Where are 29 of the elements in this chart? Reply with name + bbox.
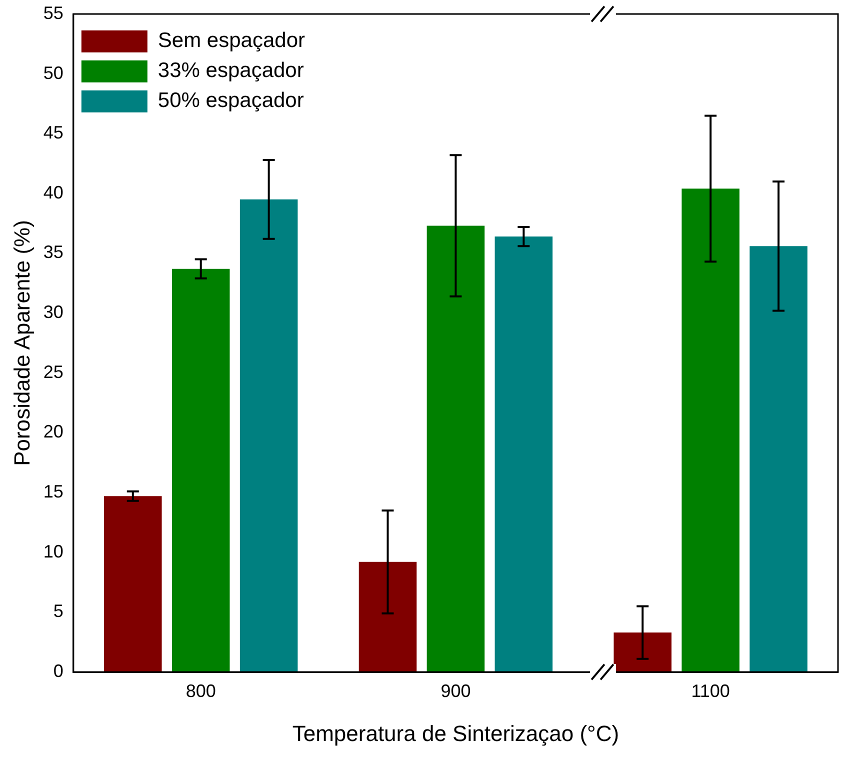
x-tick-label: 900 [440,680,471,701]
y-tick-label: 30 [43,302,64,322]
bar [614,632,672,672]
y-tick-label: 45 [43,122,64,143]
bar [426,226,485,672]
x-tick-label: 800 [186,680,216,701]
bar [494,236,553,672]
legend-label: Sem espaçador [158,29,306,52]
legend-label: 33% espaçador [158,59,304,82]
bar [104,496,162,672]
y-tick-label: 5 [53,601,64,622]
y-tick-label: 15 [43,482,64,502]
y-tick-label: 10 [43,541,64,562]
y-tick-label: 40 [43,182,64,202]
bar [358,562,417,672]
y-axis-title: Porosidade Aparente (%) [9,220,34,466]
y-tick-label: 35 [43,242,64,262]
y-tick-label: 0 [53,660,64,681]
bar [750,246,808,672]
bar [240,199,298,672]
y-tick-label: 55 [43,2,64,23]
x-axis-title: Temperatura de Sinterizaçao (°C) [292,720,620,746]
y-tick-label: 25 [43,362,64,382]
bar [682,188,740,672]
legend-label: 50% espaçador [158,89,304,112]
y-tick-label: 50 [43,62,64,83]
bar [172,268,230,672]
x-tick-label: 1100 [691,680,730,701]
y-tick-label: 20 [43,422,64,442]
